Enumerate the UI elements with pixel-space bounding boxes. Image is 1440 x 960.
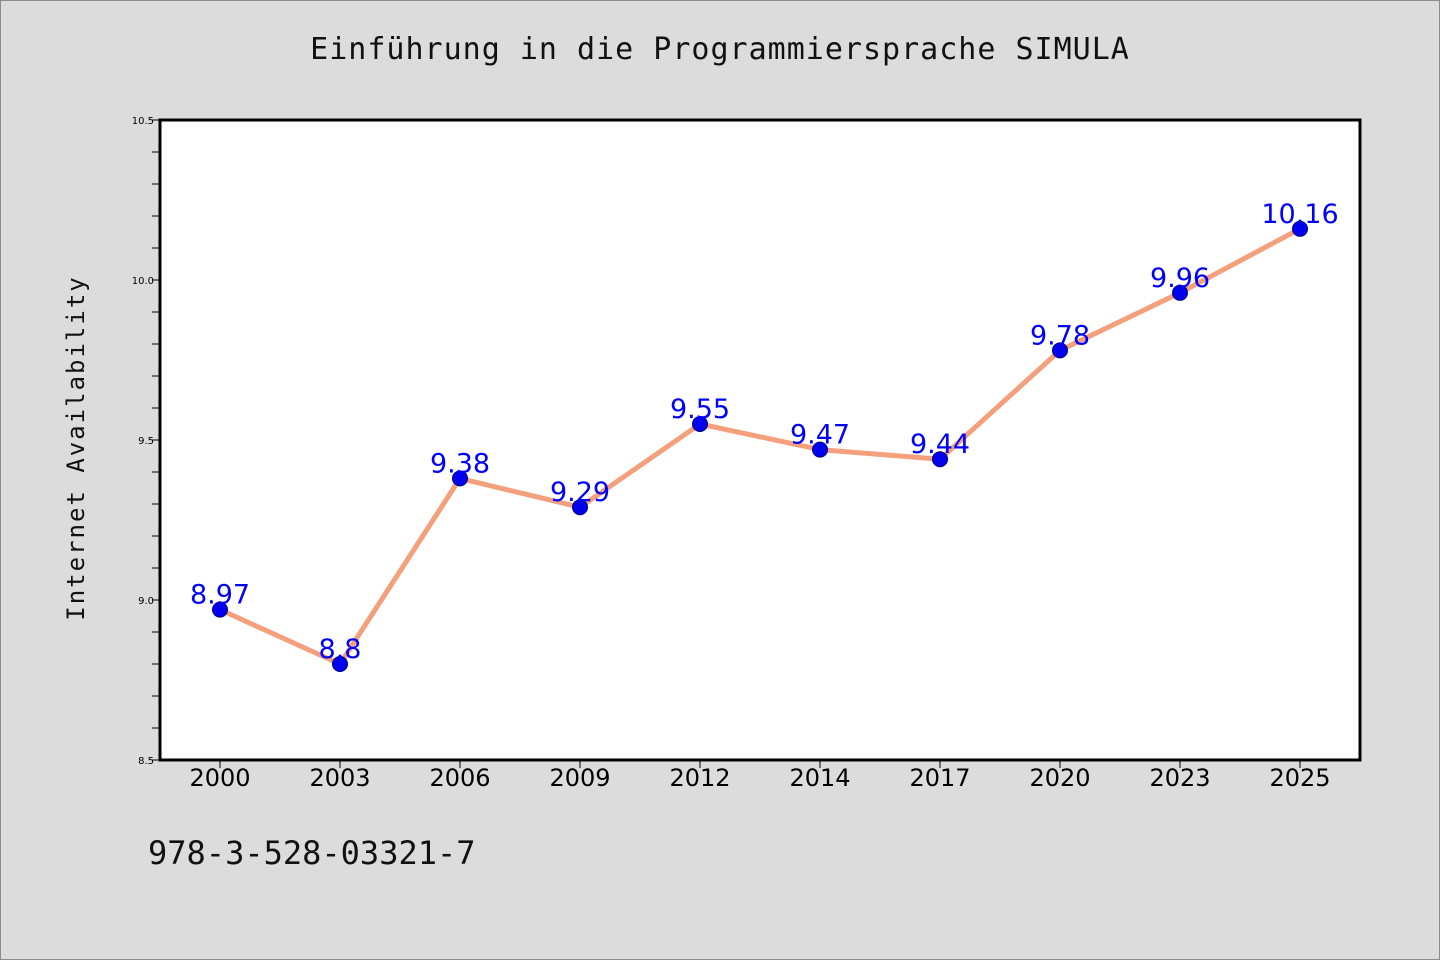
- x-axis: 2000 2003 2006 2009 2012 2014 2017 2020 2023 2025: [189, 760, 1331, 792]
- series-line: [217, 226, 1303, 667]
- x-tick-label: 2006: [429, 764, 490, 792]
- x-tick-label: 2023: [1149, 764, 1210, 792]
- series-layer: 8.97 8.8 9.38 9.29 9.55 9.47 9.44 9.78 9.96 10.16: [190, 199, 1339, 672]
- data-label: 9.29: [550, 477, 610, 508]
- data-label: 8.97: [190, 580, 250, 611]
- isbn-text: 978-3-528-03321-7: [148, 834, 476, 872]
- data-point-marker: [1292, 220, 1308, 237]
- chart-title: Einführung in die Programmiersprache SIM…: [310, 32, 1130, 67]
- data-point-marker: [932, 451, 948, 468]
- y-tick-label: 9.0: [138, 596, 154, 607]
- y-axis-label: Internet Availability: [62, 275, 90, 621]
- y-tick-label: 8.5: [138, 756, 154, 767]
- data-label: 9.78: [1030, 320, 1090, 351]
- x-tick-label: 2009: [549, 764, 610, 792]
- data-point-marker: [1052, 342, 1068, 359]
- data-point-marker: [1172, 284, 1188, 301]
- data-label: 9.96: [1150, 263, 1210, 294]
- data-label: 8.8: [319, 634, 362, 665]
- data-label: 9.47: [790, 420, 850, 451]
- data-point-marker: [572, 499, 588, 516]
- x-tick-label: 2012: [669, 764, 730, 792]
- data-label: 9.44: [910, 429, 970, 460]
- x-tick-label: 2000: [189, 764, 250, 792]
- x-tick-label: 2020: [1029, 764, 1090, 792]
- data-label: 10.16: [1261, 199, 1338, 230]
- plot-area: [158, 118, 1362, 762]
- x-tick-label: 2017: [909, 764, 970, 792]
- data-label: 9.38: [430, 448, 490, 479]
- x-tick-label: 2025: [1269, 764, 1330, 792]
- data-point-marker: [452, 470, 468, 487]
- x-tick-label: 2014: [789, 764, 850, 792]
- y-axis: 8.5 9.0 9.5 10.0 10.5: [132, 116, 160, 767]
- data-point-marker: [212, 601, 228, 618]
- data-point-marker: [812, 441, 828, 458]
- y-tick-label: 9.5: [138, 436, 154, 447]
- x-tick-label: 2003: [309, 764, 370, 792]
- y-tick-label: 10.0: [132, 276, 154, 287]
- y-tick-label: 10.5: [132, 116, 154, 127]
- data-label: 9.55: [670, 394, 730, 425]
- data-point-marker: [692, 416, 708, 432]
- data-point-marker: [332, 656, 348, 672]
- y-minor-ticks: [152, 151, 160, 729]
